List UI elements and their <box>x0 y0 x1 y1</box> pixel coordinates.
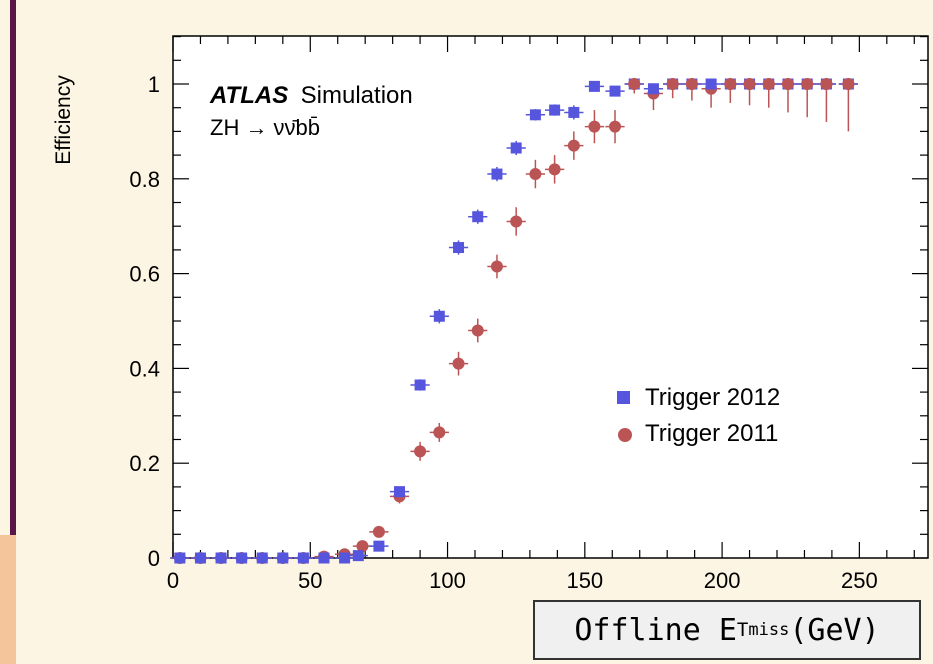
data-point-2012 <box>297 552 309 564</box>
legend-marker-2011 <box>618 428 632 442</box>
data-point-2011 <box>666 78 679 90</box>
slide-accent-bar <box>10 0 16 664</box>
data-point-2011 <box>433 426 446 439</box>
svg-text:ATLAS Simulation: ATLAS Simulation <box>209 82 413 109</box>
data-point-2012 <box>705 78 717 90</box>
data-point-2011 <box>548 163 561 176</box>
data-point-2011 <box>588 120 601 133</box>
data-point-2012 <box>549 104 561 116</box>
data-point-2011 <box>372 525 385 538</box>
data-point-2012 <box>352 550 364 562</box>
data-series <box>170 78 858 564</box>
y-axis-label: Efficiency <box>52 75 75 165</box>
x-tick-label: 100 <box>429 568 466 593</box>
y-tick-label: 0.8 <box>129 167 160 192</box>
axis-ticks <box>172 35 928 559</box>
data-point-2012 <box>339 552 351 564</box>
y-tick-label: 1 <box>148 72 160 97</box>
y-tick-label: 0.6 <box>129 262 160 287</box>
x-tick-label: 50 <box>298 568 322 593</box>
data-point-2012 <box>394 486 405 498</box>
data-point-2012 <box>215 552 227 564</box>
data-point-2012 <box>277 552 289 564</box>
atlas-experiment-label: ATLAS <box>209 82 288 109</box>
data-point-2011 <box>471 324 484 337</box>
data-point-2012 <box>194 552 206 564</box>
y-tick-label: 0.4 <box>129 356 160 381</box>
x-axis-label-prefix: Offline E <box>574 612 737 648</box>
data-point-2012 <box>568 106 580 118</box>
data-point-2011 <box>510 215 523 228</box>
data-point-2012 <box>510 142 522 154</box>
data-point-2012 <box>174 552 186 564</box>
y-tick-labels: 0 0.2 0.4 0.6 0.8 1 <box>129 72 160 571</box>
x-tick-label: 0 <box>167 568 179 593</box>
data-point-2011 <box>452 357 465 370</box>
atlas-simulation-label: Simulation <box>301 82 413 109</box>
legend-label-2011: Trigger 2011 <box>645 420 778 447</box>
x-tick-label: 250 <box>841 568 878 593</box>
data-point-2011 <box>628 78 641 90</box>
legend: Trigger 2012 Trigger 2011 <box>617 384 780 447</box>
x-tick-label: 150 <box>566 568 603 593</box>
data-point-2012 <box>529 109 541 121</box>
process-label: ZH → νν̄bb̄ <box>210 115 320 140</box>
data-point-2011 <box>609 120 622 133</box>
data-point-2011 <box>529 168 542 181</box>
data-point-2011 <box>842 78 855 90</box>
legend-marker-2012 <box>617 391 630 404</box>
data-point-2012 <box>491 168 503 180</box>
data-point-2011 <box>801 78 814 90</box>
y-tick-label: 0 <box>148 546 160 571</box>
data-point-2011 <box>356 540 369 553</box>
data-point-2012 <box>236 552 248 564</box>
x-axis-label-superscript: miss <box>748 620 790 640</box>
data-point-2011 <box>685 78 698 90</box>
data-point-2012 <box>609 85 621 97</box>
x-tick-labels: 0 50 100 150 200 250 <box>167 568 878 593</box>
data-point-2011 <box>781 78 794 90</box>
data-point-2012 <box>433 310 445 322</box>
data-point-2011 <box>414 445 427 458</box>
x-axis-label-suffix: (GeV) <box>789 612 880 648</box>
data-point-2011 <box>743 78 756 90</box>
data-point-2011 <box>762 78 775 90</box>
series-trigger-2011-top <box>628 78 855 90</box>
legend-label-2012: Trigger 2012 <box>645 384 780 411</box>
x-axis-label-subscript: T <box>736 619 749 641</box>
atlas-label: ATLAS Simulation ZH → νν̄bb̄ <box>209 82 413 140</box>
data-point-2012 <box>318 552 330 564</box>
x-tick-label: 200 <box>704 568 741 593</box>
data-point-2011 <box>820 78 833 90</box>
data-point-2012 <box>647 83 659 95</box>
data-point-2012 <box>256 552 268 564</box>
slide-accent-box <box>0 535 16 664</box>
data-point-2012 <box>472 211 484 223</box>
y-tick-label: 0.2 <box>129 451 160 476</box>
data-point-2011 <box>490 260 503 273</box>
data-point-2012 <box>588 80 600 92</box>
data-point-2012 <box>414 379 426 391</box>
data-point-2011 <box>724 78 737 90</box>
data-point-2011 <box>567 139 580 152</box>
data-point-2012 <box>373 540 385 552</box>
data-point-2012 <box>453 242 465 254</box>
